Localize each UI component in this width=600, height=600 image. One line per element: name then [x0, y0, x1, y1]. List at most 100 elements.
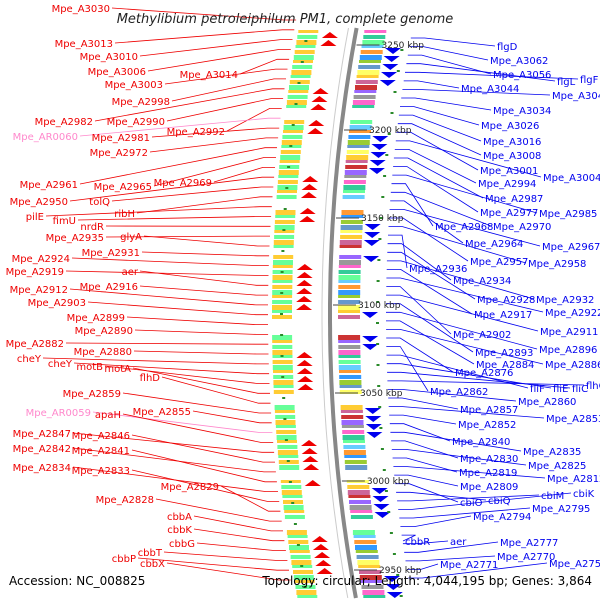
gene-label-reverse[interactable]: Mpe_A3001	[480, 166, 538, 177]
gene-label-reverse[interactable]: Mpe_A2770	[497, 552, 555, 563]
gene-label-reverse[interactable]: Mpe_A3044	[461, 84, 519, 95]
gene-label-forward[interactable]: Mpe_A2919	[6, 267, 64, 278]
gene-label-forward[interactable]: cheY	[48, 359, 73, 370]
gene-label-reverse[interactable]: fliE	[553, 384, 568, 395]
gene-label-forward[interactable]: Mpe_A2880	[74, 347, 132, 358]
gene-label-reverse[interactable]: Mpe_A2934	[453, 276, 511, 287]
gene-label-forward[interactable]: Mpe_A3003	[105, 80, 163, 91]
gene-label-reverse[interactable]: Mpe_A2812	[547, 474, 600, 485]
gene-label-forward[interactable]: cbbG	[169, 539, 195, 550]
gene-label-forward[interactable]: Mpe_A2882	[6, 339, 64, 350]
gene-label-reverse[interactable]: Mpe_A2857	[460, 405, 518, 416]
gene-label-forward[interactable]: Mpe_A2981	[92, 133, 150, 144]
gene-label-forward[interactable]: glyA	[120, 232, 142, 243]
gene-label-forward[interactable]: Mpe_A2935	[46, 233, 104, 244]
gene-label-reverse[interactable]: Mpe_A2884	[476, 360, 534, 371]
gene-label-forward[interactable]: Mpe_AR0060	[13, 132, 78, 143]
gene-label-reverse[interactable]: Mpe_A2922	[545, 308, 600, 319]
gene-label-forward[interactable]: Mpe_A2859	[63, 389, 121, 400]
gene-label-reverse[interactable]: flhC	[586, 381, 600, 392]
gene-label-reverse[interactable]: Mpe_A2862	[430, 387, 488, 398]
gene-label-forward[interactable]: Mpe_A2834	[13, 463, 71, 474]
gene-label-reverse[interactable]: Mpe_A2795	[532, 504, 590, 515]
gene-label-reverse[interactable]: Mpe_A2902	[453, 330, 511, 341]
gene-label-reverse[interactable]: Mpe_A2896	[539, 345, 597, 356]
gene-label-reverse[interactable]: Mpe_A2985	[539, 209, 597, 220]
gene-label-reverse[interactable]: Mpe_A3049	[552, 91, 600, 102]
gene-label-forward[interactable]: Mpe_A2912	[10, 285, 68, 296]
gene-label-reverse[interactable]: Mpe_A2970	[493, 222, 551, 233]
gene-label-reverse[interactable]: flgF	[580, 75, 599, 86]
gene-label-reverse[interactable]: Mpe_A2759	[549, 559, 600, 570]
gene-label-reverse[interactable]: Mpe_A3056	[493, 70, 551, 81]
gene-label-reverse[interactable]: Mpe_A2994	[478, 179, 536, 190]
gene-label-forward[interactable]: apaH	[95, 410, 121, 421]
gene-label-reverse[interactable]: fliC	[572, 384, 588, 395]
gene-label-forward[interactable]: Mpe_A3006	[88, 67, 146, 78]
gene-label-forward[interactable]: Mpe_A2965	[94, 182, 152, 193]
gene-label-reverse[interactable]: Mpe_A3008	[483, 151, 541, 162]
gene-label-reverse[interactable]: Mpe_A2967	[542, 242, 600, 253]
gene-label-reverse[interactable]: Mpe_A3034	[493, 106, 551, 117]
gene-label-forward[interactable]: Mpe_A2961	[20, 180, 78, 191]
gene-label-reverse[interactable]: flgD	[497, 42, 518, 53]
gene-label-reverse[interactable]: Mpe_A2977	[480, 208, 538, 219]
gene-label-reverse[interactable]: flgL	[557, 77, 576, 88]
gene-label-reverse[interactable]: Mpe_A2835	[523, 447, 581, 458]
gene-label-reverse[interactable]: Mpe_A2917	[474, 310, 532, 321]
gene-label-reverse[interactable]: Mpe_A2936	[409, 264, 467, 275]
gene-label-reverse[interactable]: Mpe_A2968	[435, 222, 493, 233]
gene-label-forward[interactable]: Mpe_AR0059	[26, 408, 91, 419]
gene-label-reverse[interactable]: Mpe_A2987	[485, 194, 543, 205]
gene-label-reverse[interactable]: Mpe_A2809	[460, 482, 518, 493]
gene-label-reverse[interactable]: Mpe_A3016	[483, 137, 541, 148]
gene-label-reverse[interactable]: Mpe_A3062	[490, 56, 548, 67]
gene-label-forward[interactable]: cbbX	[140, 559, 165, 570]
gene-label-reverse[interactable]: Mpe_A2958	[528, 259, 586, 270]
gene-label-forward[interactable]: Mpe_A2842	[13, 444, 71, 455]
gene-label-forward[interactable]: motA	[104, 364, 131, 375]
gene-label-reverse[interactable]: Mpe_A2777	[500, 538, 558, 549]
gene-label-forward[interactable]: cheY	[17, 354, 42, 365]
gene-label-forward[interactable]: Mpe_A2846	[72, 431, 130, 442]
gene-label-forward[interactable]: Mpe_A2924	[12, 254, 70, 265]
gene-label-reverse[interactable]: Mpe_A2794	[473, 512, 531, 523]
gene-label-reverse[interactable]: aer	[450, 537, 467, 548]
gene-label-reverse[interactable]: Mpe_A2893	[475, 348, 533, 359]
gene-label-forward[interactable]: tolQ	[89, 197, 110, 208]
gene-label-forward[interactable]: flhD	[140, 373, 161, 384]
gene-labels[interactable]: Mpe_A3030 Mpe_A3013 Mpe_A3010 Mpe_A3006 Mpe_…	[6, 4, 600, 571]
gene-label-forward[interactable]: Mpe_A2972	[90, 148, 148, 159]
gene-label-forward[interactable]: Mpe_A2990	[107, 117, 165, 128]
gene-label-forward[interactable]: Mpe_A2855	[133, 407, 191, 418]
gene-label-forward[interactable]: Mpe_A2833	[72, 466, 130, 477]
gene-label-forward[interactable]: Mpe_A2916	[80, 282, 138, 293]
gene-label-reverse[interactable]: cbiK	[573, 489, 595, 500]
gene-label-forward[interactable]: Mpe_A2903	[28, 298, 86, 309]
gene-label-forward[interactable]: Mpe_A3030	[52, 4, 110, 15]
gene-label-forward[interactable]: nrdR	[80, 222, 104, 233]
gene-label-forward[interactable]: Mpe_A2828	[96, 495, 154, 506]
gene-label-forward[interactable]: Mpe_A2992	[167, 127, 225, 138]
gene-label-reverse[interactable]: Mpe_A2886	[545, 360, 600, 371]
gene-label-reverse[interactable]: Mpe_A2840	[452, 437, 510, 448]
gene-label-reverse[interactable]: Mpe_A2932	[536, 295, 594, 306]
gene-label-forward[interactable]: Mpe_A2847	[13, 429, 71, 440]
gene-label-forward[interactable]: Mpe_A2982	[35, 117, 93, 128]
gene-label-forward[interactable]: Mpe_A3013	[55, 39, 113, 50]
gene-label-reverse[interactable]: cbbR	[405, 537, 430, 548]
gene-label-reverse[interactable]: Mpe_A2853	[546, 414, 600, 425]
gene-label-reverse[interactable]: Mpe_A2830	[460, 454, 518, 465]
gene-label-forward[interactable]: ribH	[114, 209, 135, 220]
gene-label-reverse[interactable]: Mpe_A2852	[458, 420, 516, 431]
gene-label-forward[interactable]: Mpe_A2950	[10, 197, 68, 208]
gene-label-forward[interactable]: cbbP	[112, 554, 136, 565]
gene-label-forward[interactable]: motB	[76, 362, 103, 373]
gene-label-reverse[interactable]: Mpe_A2771	[440, 560, 498, 571]
gene-label-reverse[interactable]: cbiM	[541, 491, 564, 502]
gene-label-forward[interactable]: Mpe_A2998	[112, 97, 170, 108]
gene-label-reverse[interactable]: Mpe_A2964	[465, 239, 523, 250]
gene-label-reverse[interactable]: Mpe_A3004	[543, 173, 600, 184]
gene-label-reverse[interactable]: Mpe_A2911	[540, 327, 598, 338]
gene-label-forward[interactable]: Mpe_A2890	[75, 326, 133, 337]
